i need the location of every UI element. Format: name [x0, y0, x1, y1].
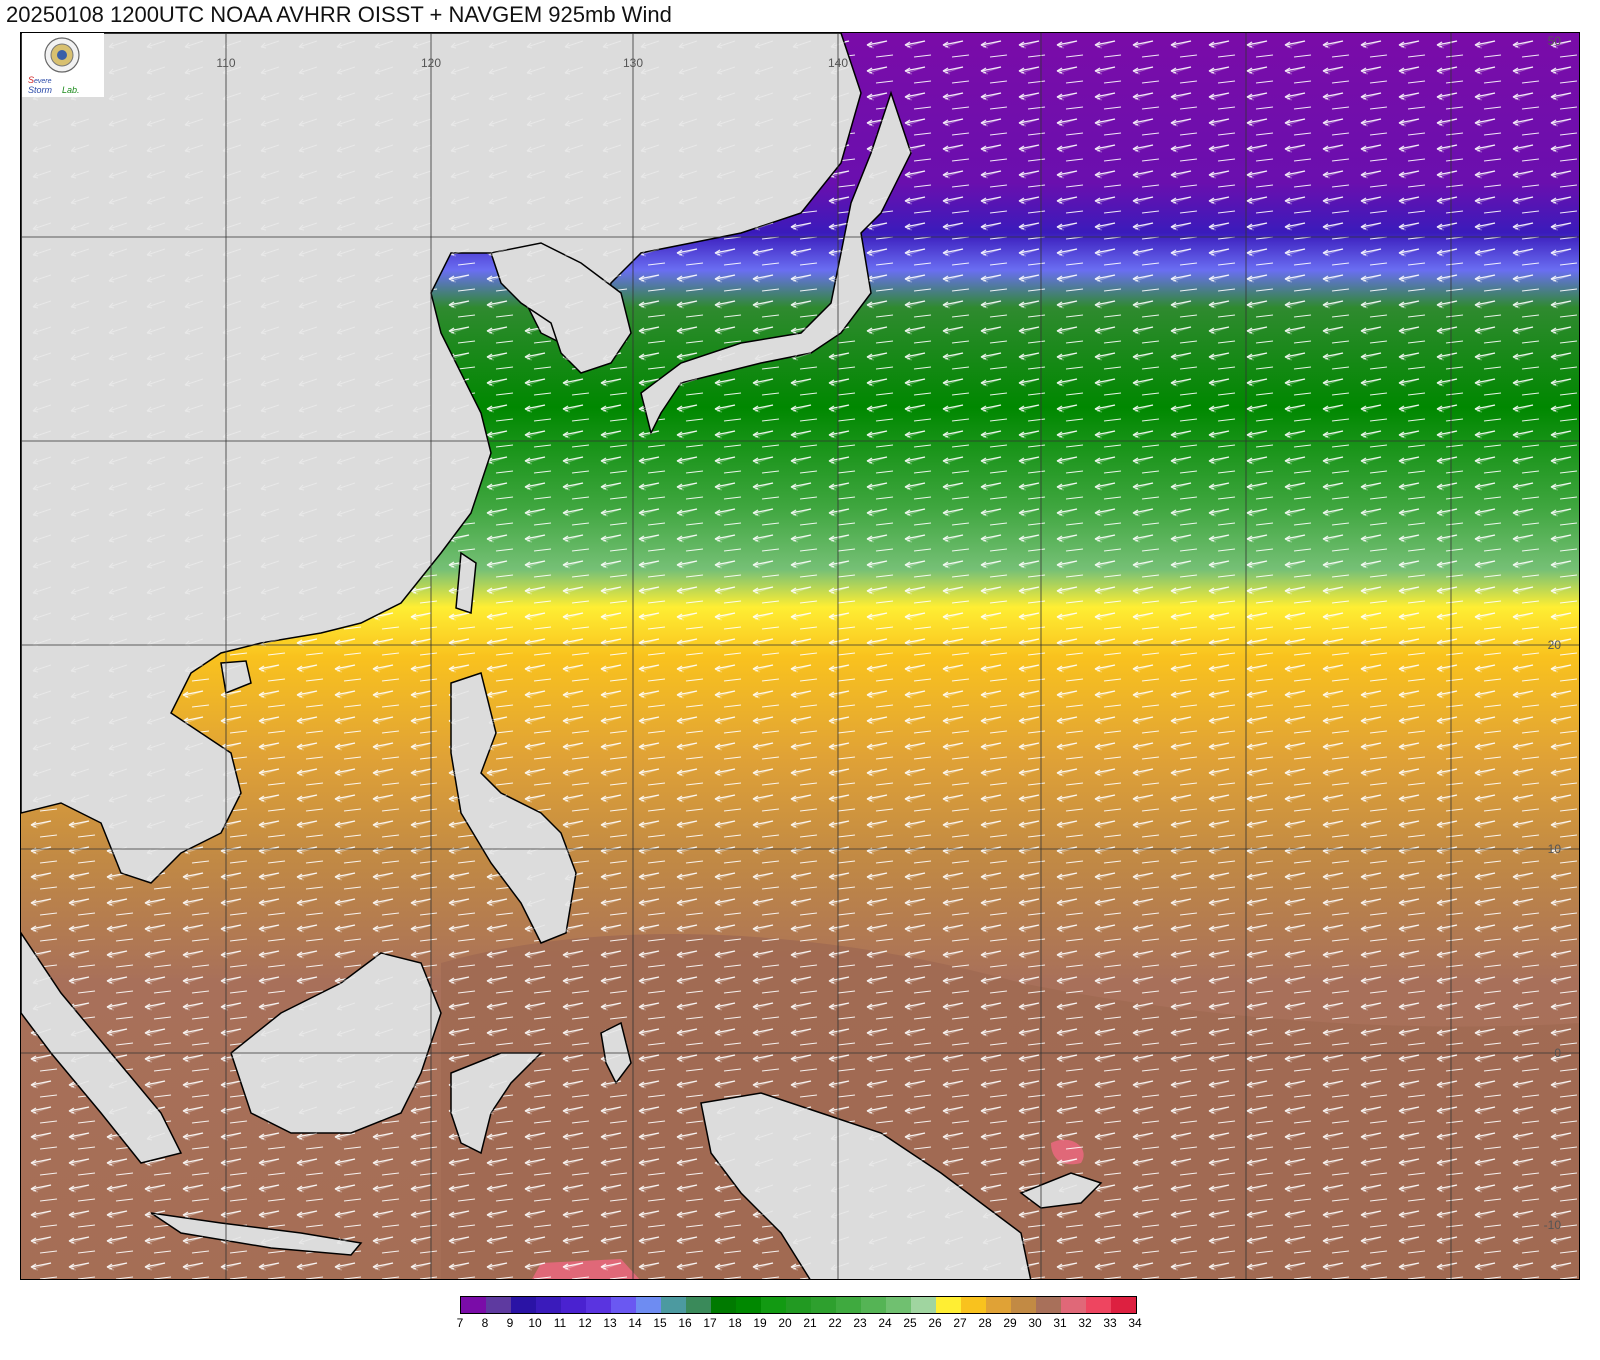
colorbar-tick-label: 16	[678, 1316, 692, 1330]
colorbar-swatch	[836, 1297, 861, 1313]
lon-label: 120	[421, 56, 441, 70]
colorbar-tick-label: 18	[728, 1316, 742, 1330]
sst-colorbar	[460, 1296, 1137, 1314]
colorbar-swatch	[611, 1297, 636, 1313]
colorbar-swatch	[886, 1297, 911, 1313]
colorbar-tick-label: 14	[628, 1316, 642, 1330]
colorbar-tick-label: 26	[928, 1316, 942, 1330]
map-title: 20250108 1200UTC NOAA AVHRR OISST + NAVG…	[6, 2, 672, 27]
svg-text:Storm: Storm	[28, 85, 53, 95]
colorbar-tick-label: 10	[528, 1316, 542, 1330]
sst-wind-map: 110 120 130 140 50 20 10 0 -10	[20, 32, 1580, 1280]
map-canvas: 110 120 130 140 50 20 10 0 -10	[21, 33, 1579, 1279]
colorbar-swatch	[661, 1297, 686, 1313]
colorbar-tick-label: 22	[828, 1316, 842, 1330]
colorbar-swatch	[861, 1297, 886, 1313]
graticule	[21, 33, 1579, 1279]
land-wind-vectors	[21, 33, 1579, 1279]
colorbar-swatch	[461, 1297, 486, 1313]
colorbar-swatch	[761, 1297, 786, 1313]
colorbar-tick-label: 23	[853, 1316, 867, 1330]
svg-text:evere: evere	[34, 78, 52, 85]
lat-label: 0	[1554, 1046, 1561, 1060]
lat-label: 10	[1548, 842, 1562, 856]
svg-text:S: S	[28, 75, 34, 85]
colorbar-swatch	[786, 1297, 811, 1313]
lat-label: 20	[1548, 638, 1562, 652]
colorbar-tick-label: 17	[703, 1316, 717, 1330]
colorbar-swatch	[486, 1297, 511, 1313]
colorbar-swatch	[936, 1297, 961, 1313]
colorbar-tick-label: 21	[803, 1316, 817, 1330]
colorbar-tick-label: 32	[1078, 1316, 1092, 1330]
colorbar-tick-label: 30	[1028, 1316, 1042, 1330]
colorbar-tick-label: 29	[1003, 1316, 1017, 1330]
colorbar-swatch	[736, 1297, 761, 1313]
colorbar-tick-label: 11	[553, 1316, 567, 1330]
colorbar-tick-label: 20	[778, 1316, 792, 1330]
colorbar-tick-label: 12	[578, 1316, 592, 1330]
colorbar-tick-label: 15	[653, 1316, 667, 1330]
colorbar-tick-label: 27	[953, 1316, 967, 1330]
colorbar-swatch	[911, 1297, 936, 1313]
colorbar-tick-label: 24	[878, 1316, 892, 1330]
colorbar-swatch	[536, 1297, 561, 1313]
colorbar-swatch	[711, 1297, 736, 1313]
colorbar-swatch	[511, 1297, 536, 1313]
svg-text:Lab.: Lab.	[62, 85, 80, 95]
colorbar-swatch	[1111, 1297, 1136, 1313]
colorbar-labels: 7 8 9 10 11 12 13 14 15 16 17 18 19 20 21 22 23 24 25 26 27 2…	[456, 1316, 1160, 1332]
colorbar-tick-label: 31	[1053, 1316, 1067, 1330]
lat-label: -10	[1544, 1218, 1562, 1232]
colorbar-tick-label: 25	[903, 1316, 917, 1330]
colorbar-swatch	[586, 1297, 611, 1313]
colorbar-tick-label: 34	[1128, 1316, 1142, 1330]
colorbar-tick-label: 7	[456, 1316, 464, 1330]
severe-storm-lab-logo: S evere Storm Lab.	[22, 33, 104, 97]
colorbar-tick-label: 9	[506, 1316, 514, 1330]
lon-label: 110	[216, 56, 235, 70]
colorbar-swatch	[1061, 1297, 1086, 1313]
colorbar-tick-label: 19	[753, 1316, 767, 1330]
colorbar-swatch	[561, 1297, 586, 1313]
colorbar-tick-label: 33	[1103, 1316, 1117, 1330]
colorbar-swatch	[1086, 1297, 1111, 1313]
colorbar-swatch	[1036, 1297, 1061, 1313]
lon-label: 130	[623, 56, 643, 70]
colorbar-tick-label: 28	[978, 1316, 992, 1330]
lat-label: 50	[1548, 34, 1562, 48]
lab-emblem-icon: S evere Storm Lab.	[28, 37, 80, 95]
colorbar-swatch	[686, 1297, 711, 1313]
colorbar-tick-label: 13	[603, 1316, 617, 1330]
colorbar-swatch	[986, 1297, 1011, 1313]
colorbar-swatch	[636, 1297, 661, 1313]
colorbar-tick-label: 8	[481, 1316, 489, 1330]
colorbar-swatch	[961, 1297, 986, 1313]
colorbar-swatch	[811, 1297, 836, 1313]
lon-label: 140	[828, 56, 848, 70]
colorbar-swatch	[1011, 1297, 1036, 1313]
